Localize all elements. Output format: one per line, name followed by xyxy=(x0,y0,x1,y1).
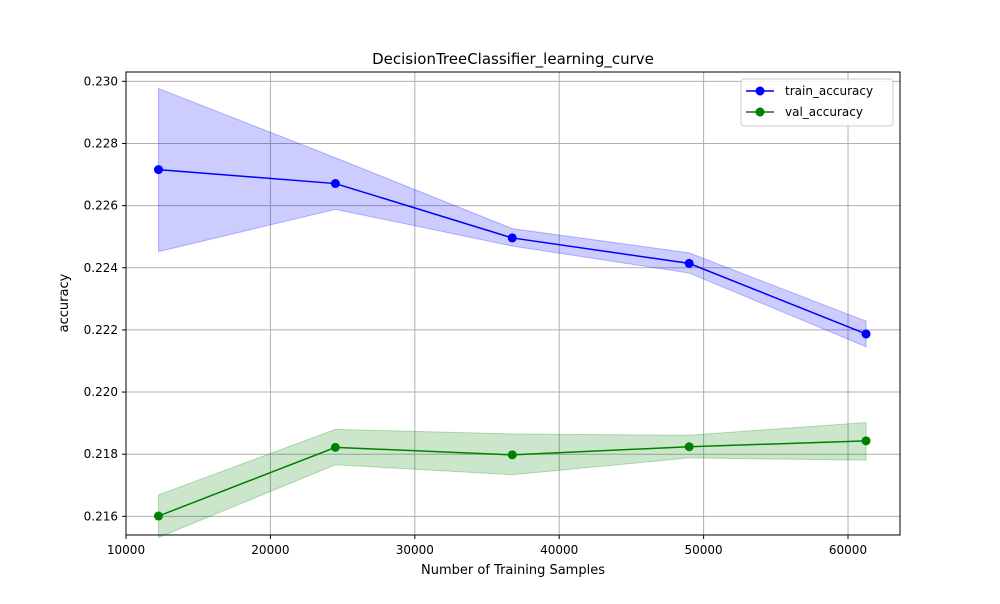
data-point-train_accuracy xyxy=(684,258,694,268)
y-tick-label: 0.226 xyxy=(84,199,118,213)
y-tick-label: 0.218 xyxy=(84,447,118,461)
data-point-val_accuracy xyxy=(330,442,340,452)
x-tick-label: 20000 xyxy=(251,543,289,557)
data-point-train_accuracy xyxy=(861,329,871,339)
y-axis-label: accuracy xyxy=(57,273,72,332)
x-tick-label: 10000 xyxy=(107,543,145,557)
confidence-band-val_accuracy xyxy=(157,421,867,539)
y-tick-label: 0.228 xyxy=(84,136,118,150)
x-tick-label: 60000 xyxy=(829,543,867,557)
chart-title: DecisionTreeClassifier_learning_curve xyxy=(372,50,654,69)
y-tick-label: 0.230 xyxy=(84,74,118,88)
x-tick-label: 30000 xyxy=(396,543,434,557)
series-lines xyxy=(153,165,871,521)
data-point-train_accuracy xyxy=(153,165,163,175)
data-point-train_accuracy xyxy=(507,233,517,243)
legend-marker-val_accuracy xyxy=(755,107,765,117)
x-tick-label: 40000 xyxy=(540,543,578,557)
legend-label-val_accuracy: val_accuracy xyxy=(785,105,863,119)
data-point-train_accuracy xyxy=(330,179,340,189)
legend-label-train_accuracy: train_accuracy xyxy=(785,84,873,98)
plot-frame xyxy=(125,71,901,536)
y-tick-label: 0.220 xyxy=(84,385,118,399)
data-point-val_accuracy xyxy=(153,511,163,521)
data-point-val_accuracy xyxy=(684,442,694,452)
data-point-val_accuracy xyxy=(507,450,517,460)
legend-box xyxy=(740,78,894,127)
legend-marker-train_accuracy xyxy=(755,86,765,96)
data-point-val_accuracy xyxy=(861,436,871,446)
y-tick-label: 0.222 xyxy=(84,323,118,337)
x-tick-label: 50000 xyxy=(685,543,723,557)
axis-ticks: 10000 20000 30000 40000 50000 60000 0.216 0.218… xyxy=(84,74,867,557)
y-tick-label: 0.224 xyxy=(84,261,118,275)
y-tick-label: 0.216 xyxy=(84,509,118,523)
confidence-bands xyxy=(157,87,867,539)
legend: train_accuracy val_accuracy xyxy=(740,78,894,127)
confidence-band-train_accuracy xyxy=(157,87,867,348)
x-axis-label: Number of Training Samples xyxy=(421,563,605,578)
